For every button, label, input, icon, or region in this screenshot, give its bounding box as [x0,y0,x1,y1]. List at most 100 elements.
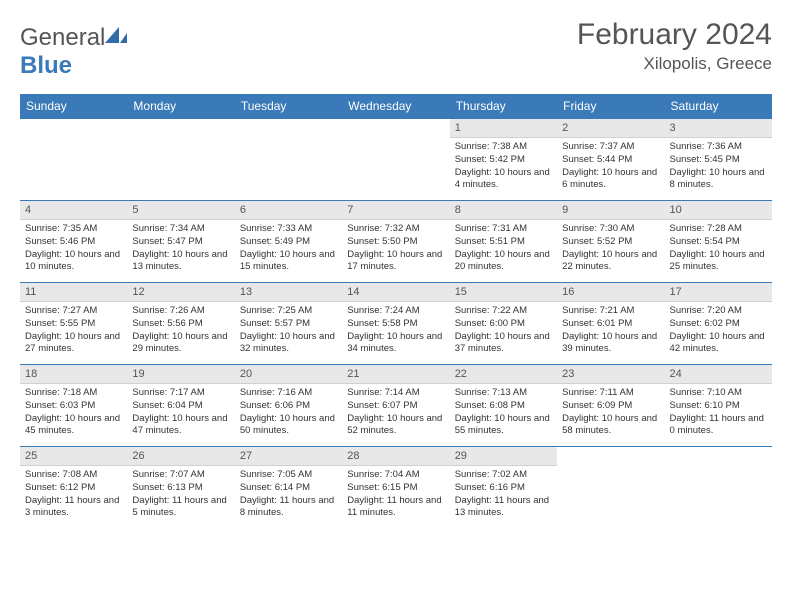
day-body: Sunrise: 7:38 AMSunset: 5:42 PMDaylight:… [450,138,557,197]
day-body: Sunrise: 7:32 AMSunset: 5:50 PMDaylight:… [342,220,449,279]
location: Xilopolis, Greece [577,54,772,74]
day-number: 4 [20,201,127,220]
calendar-cell: 23Sunrise: 7:11 AMSunset: 6:09 PMDayligh… [557,365,664,447]
day-body: Sunrise: 7:36 AMSunset: 5:45 PMDaylight:… [665,138,772,197]
day-number: 21 [342,365,449,384]
calendar-cell [342,119,449,201]
calendar-cell: 17Sunrise: 7:20 AMSunset: 6:02 PMDayligh… [665,283,772,365]
calendar-cell: 11Sunrise: 7:27 AMSunset: 5:55 PMDayligh… [20,283,127,365]
day-body: Sunrise: 7:20 AMSunset: 6:02 PMDaylight:… [665,302,772,361]
day-number: 27 [235,447,342,466]
calendar-head: SundayMondayTuesdayWednesdayThursdayFrid… [20,94,772,119]
calendar-cell: 26Sunrise: 7:07 AMSunset: 6:13 PMDayligh… [127,447,234,529]
day-number: 19 [127,365,234,384]
calendar-cell: 28Sunrise: 7:04 AMSunset: 6:15 PMDayligh… [342,447,449,529]
day-body: Sunrise: 7:13 AMSunset: 6:08 PMDaylight:… [450,384,557,443]
calendar-cell: 16Sunrise: 7:21 AMSunset: 6:01 PMDayligh… [557,283,664,365]
day-number: 11 [20,283,127,302]
day-number: 29 [450,447,557,466]
calendar-cell: 5Sunrise: 7:34 AMSunset: 5:47 PMDaylight… [127,201,234,283]
day-body: Sunrise: 7:05 AMSunset: 6:14 PMDaylight:… [235,466,342,525]
calendar-table: SundayMondayTuesdayWednesdayThursdayFrid… [20,94,772,529]
day-number: 3 [665,119,772,138]
title-block: February 2024 Xilopolis, Greece [577,18,772,74]
calendar-cell: 9Sunrise: 7:30 AMSunset: 5:52 PMDaylight… [557,201,664,283]
calendar-body: 1Sunrise: 7:38 AMSunset: 5:42 PMDaylight… [20,119,772,529]
sail-icon [105,27,127,45]
day-body: Sunrise: 7:37 AMSunset: 5:44 PMDaylight:… [557,138,664,197]
day-header: Tuesday [235,94,342,119]
brand-part1: General [20,24,105,51]
day-body: Sunrise: 7:10 AMSunset: 6:10 PMDaylight:… [665,384,772,443]
day-body: Sunrise: 7:27 AMSunset: 5:55 PMDaylight:… [20,302,127,361]
day-number: 13 [235,283,342,302]
calendar-cell [127,119,234,201]
day-body: Sunrise: 7:14 AMSunset: 6:07 PMDaylight:… [342,384,449,443]
day-number: 6 [235,201,342,220]
day-body: Sunrise: 7:02 AMSunset: 6:16 PMDaylight:… [450,466,557,525]
day-number: 9 [557,201,664,220]
day-body: Sunrise: 7:17 AMSunset: 6:04 PMDaylight:… [127,384,234,443]
day-body: Sunrise: 7:33 AMSunset: 5:49 PMDaylight:… [235,220,342,279]
calendar-week: 11Sunrise: 7:27 AMSunset: 5:55 PMDayligh… [20,283,772,365]
calendar-week: 1Sunrise: 7:38 AMSunset: 5:42 PMDaylight… [20,119,772,201]
day-header: Saturday [665,94,772,119]
calendar-cell: 29Sunrise: 7:02 AMSunset: 6:16 PMDayligh… [450,447,557,529]
brand-part2: Blue [20,52,72,79]
day-body: Sunrise: 7:28 AMSunset: 5:54 PMDaylight:… [665,220,772,279]
day-header: Monday [127,94,234,119]
calendar-cell: 18Sunrise: 7:18 AMSunset: 6:03 PMDayligh… [20,365,127,447]
calendar-cell [557,447,664,529]
day-body: Sunrise: 7:34 AMSunset: 5:47 PMDaylight:… [127,220,234,279]
day-body: Sunrise: 7:25 AMSunset: 5:57 PMDaylight:… [235,302,342,361]
calendar-cell: 3Sunrise: 7:36 AMSunset: 5:45 PMDaylight… [665,119,772,201]
day-number: 28 [342,447,449,466]
day-header: Friday [557,94,664,119]
day-number: 23 [557,365,664,384]
calendar-week: 4Sunrise: 7:35 AMSunset: 5:46 PMDaylight… [20,201,772,283]
day-body: Sunrise: 7:35 AMSunset: 5:46 PMDaylight:… [20,220,127,279]
calendar-cell: 24Sunrise: 7:10 AMSunset: 6:10 PMDayligh… [665,365,772,447]
calendar-cell: 8Sunrise: 7:31 AMSunset: 5:51 PMDaylight… [450,201,557,283]
day-body: Sunrise: 7:22 AMSunset: 6:00 PMDaylight:… [450,302,557,361]
day-body: Sunrise: 7:08 AMSunset: 6:12 PMDaylight:… [20,466,127,525]
calendar-cell: 4Sunrise: 7:35 AMSunset: 5:46 PMDaylight… [20,201,127,283]
day-number: 8 [450,201,557,220]
calendar-cell: 14Sunrise: 7:24 AMSunset: 5:58 PMDayligh… [342,283,449,365]
day-number: 10 [665,201,772,220]
calendar-week: 25Sunrise: 7:08 AMSunset: 6:12 PMDayligh… [20,447,772,529]
calendar-cell: 22Sunrise: 7:13 AMSunset: 6:08 PMDayligh… [450,365,557,447]
month-title: February 2024 [577,18,772,52]
calendar-cell: 27Sunrise: 7:05 AMSunset: 6:14 PMDayligh… [235,447,342,529]
day-number: 25 [20,447,127,466]
calendar-cell: 15Sunrise: 7:22 AMSunset: 6:00 PMDayligh… [450,283,557,365]
day-number: 26 [127,447,234,466]
day-number: 12 [127,283,234,302]
day-number: 20 [235,365,342,384]
day-body: Sunrise: 7:04 AMSunset: 6:15 PMDaylight:… [342,466,449,525]
calendar-cell: 12Sunrise: 7:26 AMSunset: 5:56 PMDayligh… [127,283,234,365]
day-body: Sunrise: 7:30 AMSunset: 5:52 PMDaylight:… [557,220,664,279]
day-header: Wednesday [342,94,449,119]
calendar-cell: 21Sunrise: 7:14 AMSunset: 6:07 PMDayligh… [342,365,449,447]
header: GeneralBlue February 2024 Xilopolis, Gre… [20,18,772,80]
day-body: Sunrise: 7:18 AMSunset: 6:03 PMDaylight:… [20,384,127,443]
calendar-cell: 10Sunrise: 7:28 AMSunset: 5:54 PMDayligh… [665,201,772,283]
day-number: 16 [557,283,664,302]
day-number: 24 [665,365,772,384]
day-number: 1 [450,119,557,138]
calendar-cell: 13Sunrise: 7:25 AMSunset: 5:57 PMDayligh… [235,283,342,365]
day-number: 7 [342,201,449,220]
calendar-cell: 25Sunrise: 7:08 AMSunset: 6:12 PMDayligh… [20,447,127,529]
day-number: 5 [127,201,234,220]
brand-text: GeneralBlue [20,24,127,80]
day-number: 17 [665,283,772,302]
day-body: Sunrise: 7:26 AMSunset: 5:56 PMDaylight:… [127,302,234,361]
calendar-cell: 1Sunrise: 7:38 AMSunset: 5:42 PMDaylight… [450,119,557,201]
calendar-week: 18Sunrise: 7:18 AMSunset: 6:03 PMDayligh… [20,365,772,447]
day-number: 14 [342,283,449,302]
calendar-cell: 6Sunrise: 7:33 AMSunset: 5:49 PMDaylight… [235,201,342,283]
day-body: Sunrise: 7:11 AMSunset: 6:09 PMDaylight:… [557,384,664,443]
day-body: Sunrise: 7:31 AMSunset: 5:51 PMDaylight:… [450,220,557,279]
brand-logo: GeneralBlue [20,24,127,80]
